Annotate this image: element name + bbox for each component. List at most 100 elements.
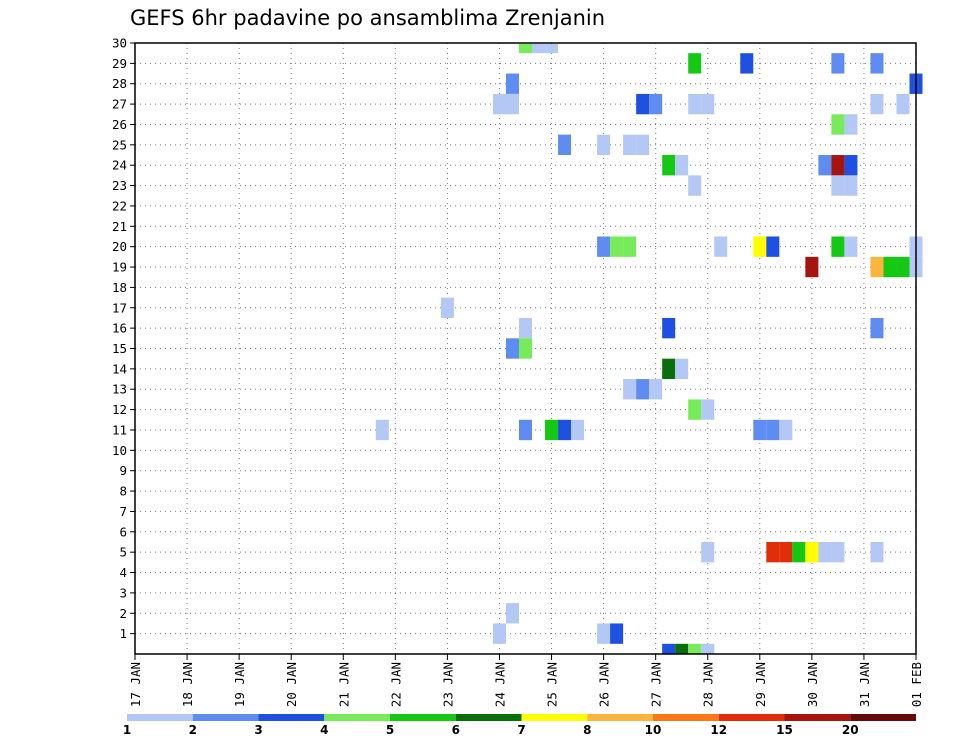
heatmap-cell	[675, 358, 689, 380]
legend-swatch	[127, 714, 193, 721]
heatmap-cell	[636, 93, 650, 115]
heatmap-cell	[492, 93, 506, 115]
heatmap-cell	[623, 236, 637, 257]
y-tick-label: 8	[119, 484, 127, 499]
x-tick-label: 22 JAN	[388, 662, 403, 707]
y-tick-label: 28	[112, 76, 127, 91]
heatmap-cell	[492, 623, 506, 644]
heatmap-cell	[779, 419, 793, 441]
x-tick-label: 23 JAN	[440, 662, 455, 707]
heatmap-cell	[597, 134, 611, 156]
heatmap-cell	[831, 236, 845, 257]
y-tick-label: 26	[112, 117, 127, 132]
x-tick-label: 30 JAN	[805, 662, 820, 707]
heatmap-cell	[662, 155, 676, 176]
legend-label: 10	[645, 723, 662, 737]
y-tick-label: 2	[119, 606, 127, 621]
heatmap-cell	[766, 419, 780, 441]
y-tick-label: 18	[112, 280, 127, 295]
heatmap-cell	[870, 317, 884, 339]
y-tick-label: 16	[112, 321, 127, 336]
heatmap-cell	[662, 317, 676, 339]
heatmap-cell	[701, 643, 715, 654]
heatmap-cell	[623, 379, 637, 400]
heatmap-cell	[649, 379, 663, 400]
heatmap-cell	[714, 236, 728, 257]
heatmap-cell	[805, 541, 819, 563]
heatmap-cell	[518, 317, 533, 339]
heatmap-cell	[518, 338, 533, 359]
x-tick-label: 25 JAN	[545, 662, 560, 707]
legend-swatch	[653, 714, 719, 721]
y-tick-label: 10	[112, 443, 127, 458]
chart-title: GEFS 6hr padavine po ansamblima Zrenjani…	[130, 6, 606, 30]
heatmap-cell	[896, 256, 910, 278]
heatmap-cell	[610, 623, 624, 644]
heatmap-cell	[701, 541, 715, 563]
y-tick-label: 13	[112, 382, 127, 397]
heatmap-cell	[532, 44, 546, 54]
y-tick-label: 17	[112, 300, 127, 315]
heatmap-cell	[701, 93, 715, 115]
heatmap-cell	[688, 643, 702, 654]
x-tick-label: 24 JAN	[492, 662, 507, 707]
legend-label: 5	[386, 723, 394, 737]
heatmap-cell	[662, 643, 676, 654]
legend-label: 3	[254, 723, 262, 737]
heatmap-cell	[518, 419, 533, 441]
heatmap-cell	[558, 419, 572, 441]
y-tick-label: 30	[112, 36, 127, 51]
heatmap-cell	[766, 541, 780, 563]
heatmap-cell	[688, 175, 702, 196]
legend-swatch	[850, 714, 916, 721]
legend-swatch	[587, 714, 653, 721]
heatmap-cell	[844, 175, 858, 196]
heatmap-cell	[597, 623, 611, 644]
legend-swatch	[324, 714, 390, 721]
y-tick-label: 4	[119, 565, 127, 580]
legend-label: 12	[710, 723, 727, 737]
heatmap-cell	[649, 93, 663, 115]
heatmap-cell	[688, 399, 702, 420]
heatmap-cell	[831, 53, 845, 74]
y-tick-label: 23	[112, 178, 127, 193]
y-tick-label: 7	[119, 504, 127, 519]
y-tick-label: 9	[119, 463, 127, 478]
heatmap-cell	[870, 256, 884, 278]
legend-swatch	[718, 714, 785, 721]
legend-label: 4	[320, 723, 328, 737]
heatmap-cell	[779, 541, 793, 563]
x-tick-label: 28 JAN	[701, 662, 716, 707]
heatmap-cell	[831, 175, 845, 196]
heatmap-cell	[805, 256, 819, 278]
heatmap-cell	[844, 236, 858, 257]
heatmap-cell	[545, 44, 559, 54]
legend-swatch	[192, 714, 259, 721]
y-tick-label: 5	[119, 545, 127, 560]
y-tick-label: 12	[112, 402, 127, 417]
heatmap-cell	[740, 53, 754, 74]
heatmap-cell	[610, 236, 624, 257]
legend-label: 6	[452, 723, 460, 737]
y-tick-label: 22	[112, 198, 127, 213]
heatmap-cell	[675, 643, 689, 654]
heatmap-cell	[831, 541, 845, 563]
legend-label: 2	[189, 723, 197, 737]
heatmap-cell	[870, 541, 884, 563]
y-tick-label: 21	[112, 219, 127, 234]
heatmap-cell	[636, 134, 650, 156]
heatmap-cell	[505, 338, 519, 359]
heatmap-cell	[688, 53, 702, 74]
y-tick-label: 11	[112, 422, 127, 437]
heatmap-cell	[636, 379, 650, 400]
heatmap-cell	[818, 155, 832, 176]
heatmap-cell	[844, 155, 858, 176]
heatmap-cell	[623, 134, 637, 156]
heatmap-cell	[831, 114, 845, 135]
x-tick-label: 19 JAN	[232, 662, 247, 707]
heatmap-cell	[870, 53, 884, 74]
y-tick-label: 6	[119, 524, 127, 539]
y-tick-label: 14	[112, 361, 127, 376]
y-tick-label: 24	[112, 158, 127, 173]
